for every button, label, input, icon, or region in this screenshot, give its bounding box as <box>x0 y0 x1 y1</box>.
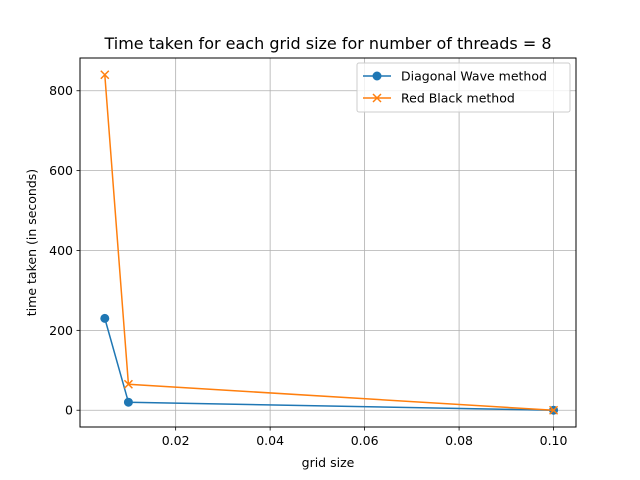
x-tick-label: 0.06 <box>351 433 379 448</box>
x-tick-label: 0.04 <box>256 433 284 448</box>
x-axis: 0.02 0.04 0.06 0.08 0.10 <box>162 427 568 448</box>
series-layer <box>100 70 559 415</box>
x-axis-label: grid size <box>302 455 355 470</box>
data-point <box>549 405 559 415</box>
legend-marker <box>372 93 382 103</box>
legend-label: Red Black method <box>401 91 515 106</box>
chart-title: Time taken for each grid size for number… <box>103 34 551 53</box>
x-tick-label: 0.08 <box>445 433 473 448</box>
legend: Diagonal Wave method Red Black method <box>356 62 571 113</box>
legend-entry: Red Black method <box>363 91 515 106</box>
y-axis-label: time taken (in seconds) <box>24 169 39 316</box>
data-point <box>123 379 133 389</box>
data-point <box>123 397 133 407</box>
legend-marker <box>372 71 382 81</box>
plot-frame <box>79 57 577 428</box>
x-tick-label: 0.10 <box>540 433 568 448</box>
y-tick-label: 400 <box>49 243 73 258</box>
data-point <box>100 70 110 80</box>
x-tick-label: 0.02 <box>162 433 190 448</box>
data-point <box>100 313 110 323</box>
plot-area <box>80 58 576 427</box>
y-tick-label: 200 <box>49 323 73 338</box>
y-tick-label: 0 <box>65 403 73 418</box>
legend-label: Diagonal Wave method <box>401 69 547 84</box>
y-axis: 0 200 400 600 800 <box>49 83 80 418</box>
y-tick-label: 600 <box>49 163 73 178</box>
legend-box <box>356 62 571 113</box>
legend-entry: Diagonal Wave method <box>363 69 547 84</box>
series <box>100 70 559 415</box>
y-tick-label: 800 <box>49 83 73 98</box>
